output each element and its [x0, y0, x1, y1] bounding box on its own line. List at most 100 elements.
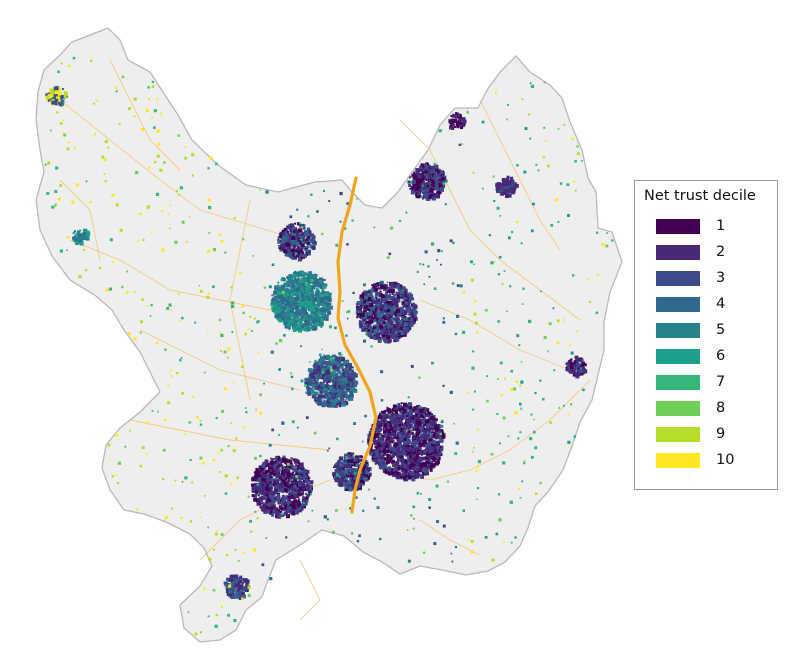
decile-area: [402, 412, 405, 415]
decile-area: [367, 333, 372, 337]
decile-area: [566, 365, 569, 368]
decile-area: [431, 431, 434, 434]
decile-area: [422, 439, 426, 443]
decile-area: [291, 239, 296, 244]
decile-area: [371, 457, 375, 461]
decile-area: [364, 290, 367, 293]
decile-area: [410, 414, 414, 418]
decile-area: [358, 482, 363, 487]
decile-area: [279, 511, 282, 513]
decile-area: [333, 399, 336, 403]
decile-area: [299, 462, 304, 467]
decile-area: [350, 461, 354, 465]
decile-area: [418, 407, 422, 411]
decile-area: [305, 492, 307, 495]
decile-area: [251, 483, 254, 487]
decile-area: [383, 328, 386, 331]
decile-area: [292, 499, 297, 504]
decile-area: [431, 456, 436, 461]
decile-area: [410, 471, 415, 476]
decile-area: [280, 292, 285, 297]
decile-area: [342, 369, 345, 372]
decile-area: [378, 314, 381, 317]
decile-area: [309, 377, 312, 380]
decile-area: [341, 382, 345, 385]
decile-area: [427, 442, 432, 447]
decile-area: [282, 474, 286, 478]
decile-area: [394, 465, 398, 469]
decile-area: [577, 357, 582, 362]
decile-area: [61, 88, 64, 90]
decile-area: [394, 301, 399, 305]
decile-area: [297, 257, 302, 262]
decile-area: [337, 385, 341, 389]
decile-area: [393, 465, 396, 468]
decile-area: [421, 467, 425, 471]
decile-area: [396, 298, 401, 303]
decile-area: [301, 482, 305, 487]
decile-area: [325, 361, 328, 364]
decile-area: [331, 402, 335, 406]
decile-area: [501, 187, 504, 190]
decile-area: [412, 433, 416, 438]
decile-area: [581, 366, 585, 370]
decile-area: [359, 304, 362, 307]
decile-area: [434, 418, 438, 422]
decile-area: [289, 475, 294, 479]
decile-area: [396, 456, 399, 459]
decile-area: [259, 503, 262, 506]
decile-area: [384, 449, 389, 454]
decile-area: [300, 311, 303, 314]
decile-area: [284, 512, 288, 516]
decile-area: [413, 304, 418, 309]
decile-area: [288, 499, 291, 502]
decile-area: [500, 183, 505, 187]
decile-area: [280, 459, 285, 463]
decile-area: [307, 246, 310, 249]
decile-area: [372, 287, 375, 290]
decile-area: [294, 237, 297, 240]
decile-area: [266, 497, 271, 502]
decile-area: [368, 314, 373, 319]
decile-area: [337, 471, 342, 476]
decile-area: [354, 469, 359, 474]
decile-area: [398, 287, 402, 291]
decile-area: [396, 467, 399, 470]
decile-area: [301, 499, 305, 502]
decile-area: [359, 475, 364, 480]
decile-area: [279, 476, 283, 480]
decile-area: [308, 232, 312, 236]
decile-area: [251, 477, 256, 482]
decile-area: [236, 577, 240, 581]
decile-area: [293, 506, 298, 511]
decile-area: [414, 466, 419, 471]
decile-area: [432, 434, 436, 438]
decile-area: [383, 305, 388, 310]
decile-area: [328, 302, 332, 306]
decile-area: [321, 373, 326, 378]
decile-area: [321, 391, 324, 393]
decile-area: [398, 453, 403, 458]
decile-area: [409, 441, 412, 444]
decile-area: [430, 179, 435, 184]
decile-area: [381, 422, 384, 425]
decile-area: [569, 359, 572, 362]
decile-area: [436, 431, 440, 435]
decile-area: [270, 478, 274, 482]
decile-area: [412, 475, 417, 479]
decile-area: [306, 488, 309, 492]
decile-area: [318, 400, 322, 403]
decile-area: [49, 88, 54, 93]
decile-area: [300, 469, 305, 473]
decile-area: [268, 463, 273, 468]
decile-area: [288, 493, 293, 497]
decile-area: [503, 182, 508, 187]
decile-area: [408, 472, 412, 476]
decile-area: [429, 460, 434, 465]
decile-area: [296, 506, 301, 511]
decile-area: [281, 487, 286, 492]
decile-area: [386, 296, 391, 300]
decile-area: [347, 386, 350, 389]
decile-area: [255, 493, 258, 496]
